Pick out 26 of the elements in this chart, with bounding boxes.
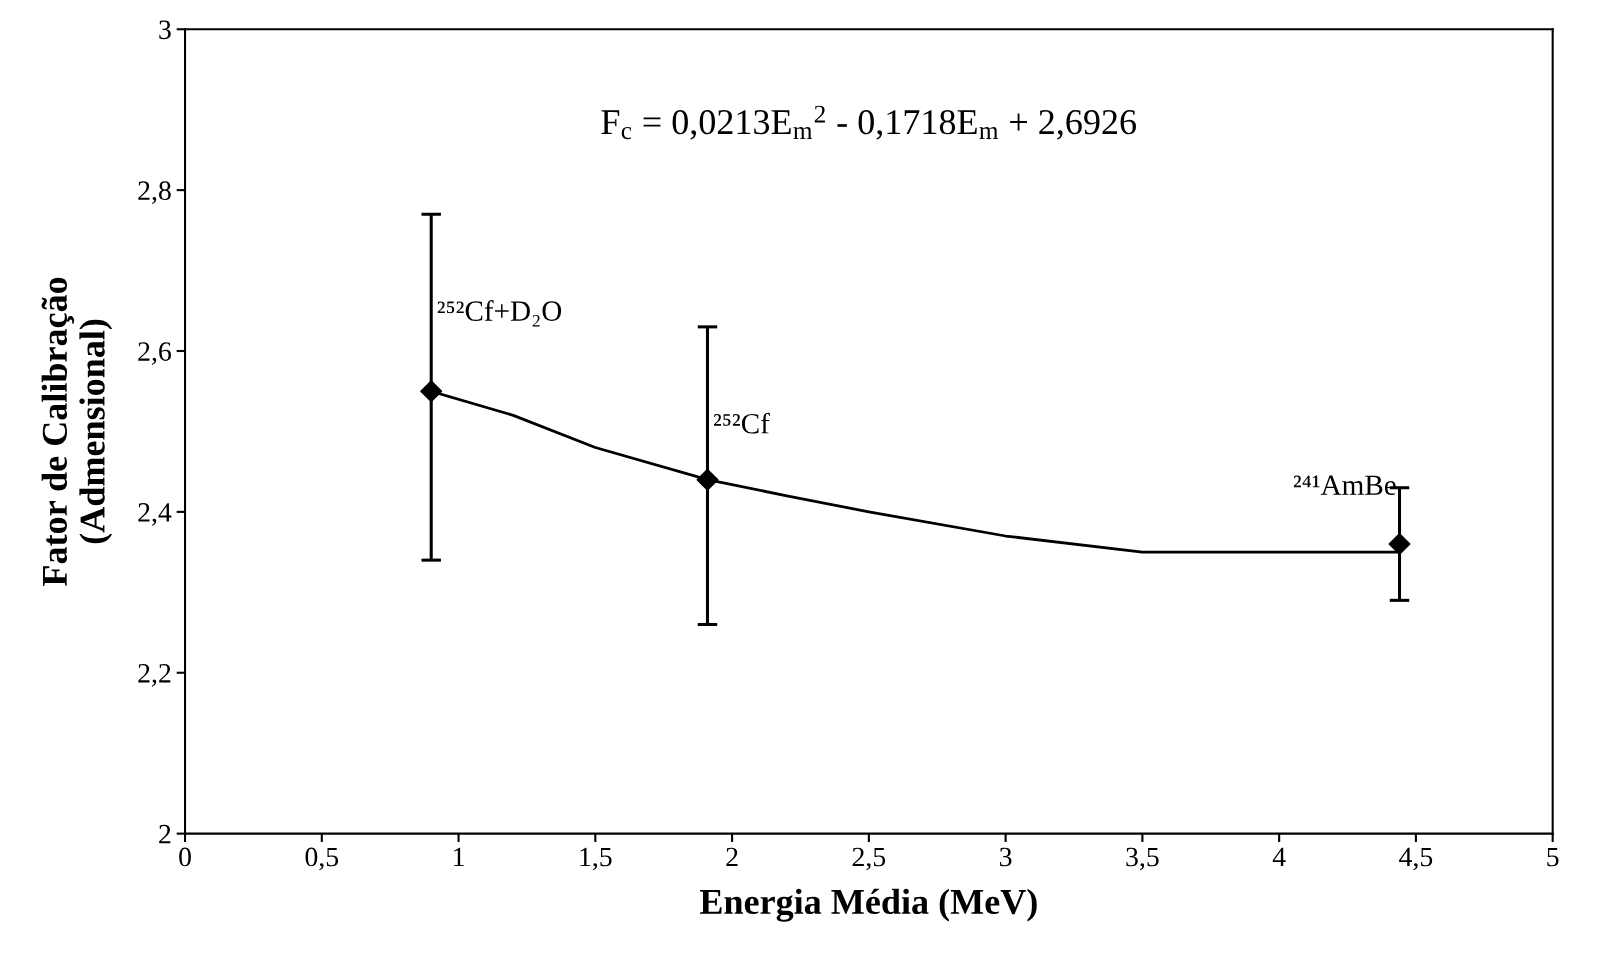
x-tick-label: 1,5 — [580, 847, 612, 871]
annotation: F$_{c}$ = 0,0213E$_{m}$$^{2}$ - 0,1718E$_{m}$ + 2,6926 — [601, 105, 1136, 140]
x-tick-label: 2,5 — [852, 847, 886, 871]
annotation: ²⁴¹AmBe — [1293, 475, 1396, 496]
y-tick-label: 2,8 — [138, 181, 171, 205]
y-axis-title: Fator de Calibração (Admensional) — [41, 277, 113, 586]
y-tick-label: 3 — [159, 20, 171, 40]
y-tick-label: 2,6 — [138, 342, 172, 365]
x-tick-label: 4,5 — [1399, 847, 1433, 871]
x-tick-label: 3 — [1000, 847, 1012, 867]
point — [1388, 533, 1411, 556]
y-tick-label: 2,2 — [138, 663, 171, 687]
point — [696, 468, 719, 491]
x-tick-label: 0 — [179, 847, 191, 867]
x-tick-label: 4 — [1272, 847, 1286, 867]
x-tick-label: 0,5 — [305, 847, 339, 871]
x-axis-title: Energia Média (MeV) — [700, 888, 1037, 922]
x-tick-label: 5 — [1547, 847, 1559, 867]
y-tick-label: 2 — [159, 824, 171, 844]
x-tick-label: 3,5 — [1126, 847, 1159, 871]
x-tick-label: 1 — [454, 847, 464, 867]
point — [420, 380, 443, 403]
x-tick-label: 2 — [726, 847, 738, 867]
annotation: ²⁵²Cf+D₂O — [437, 300, 562, 327]
y-tick-label: 2,4 — [138, 503, 172, 526]
annotation: ²⁵²Cf — [714, 412, 770, 434]
